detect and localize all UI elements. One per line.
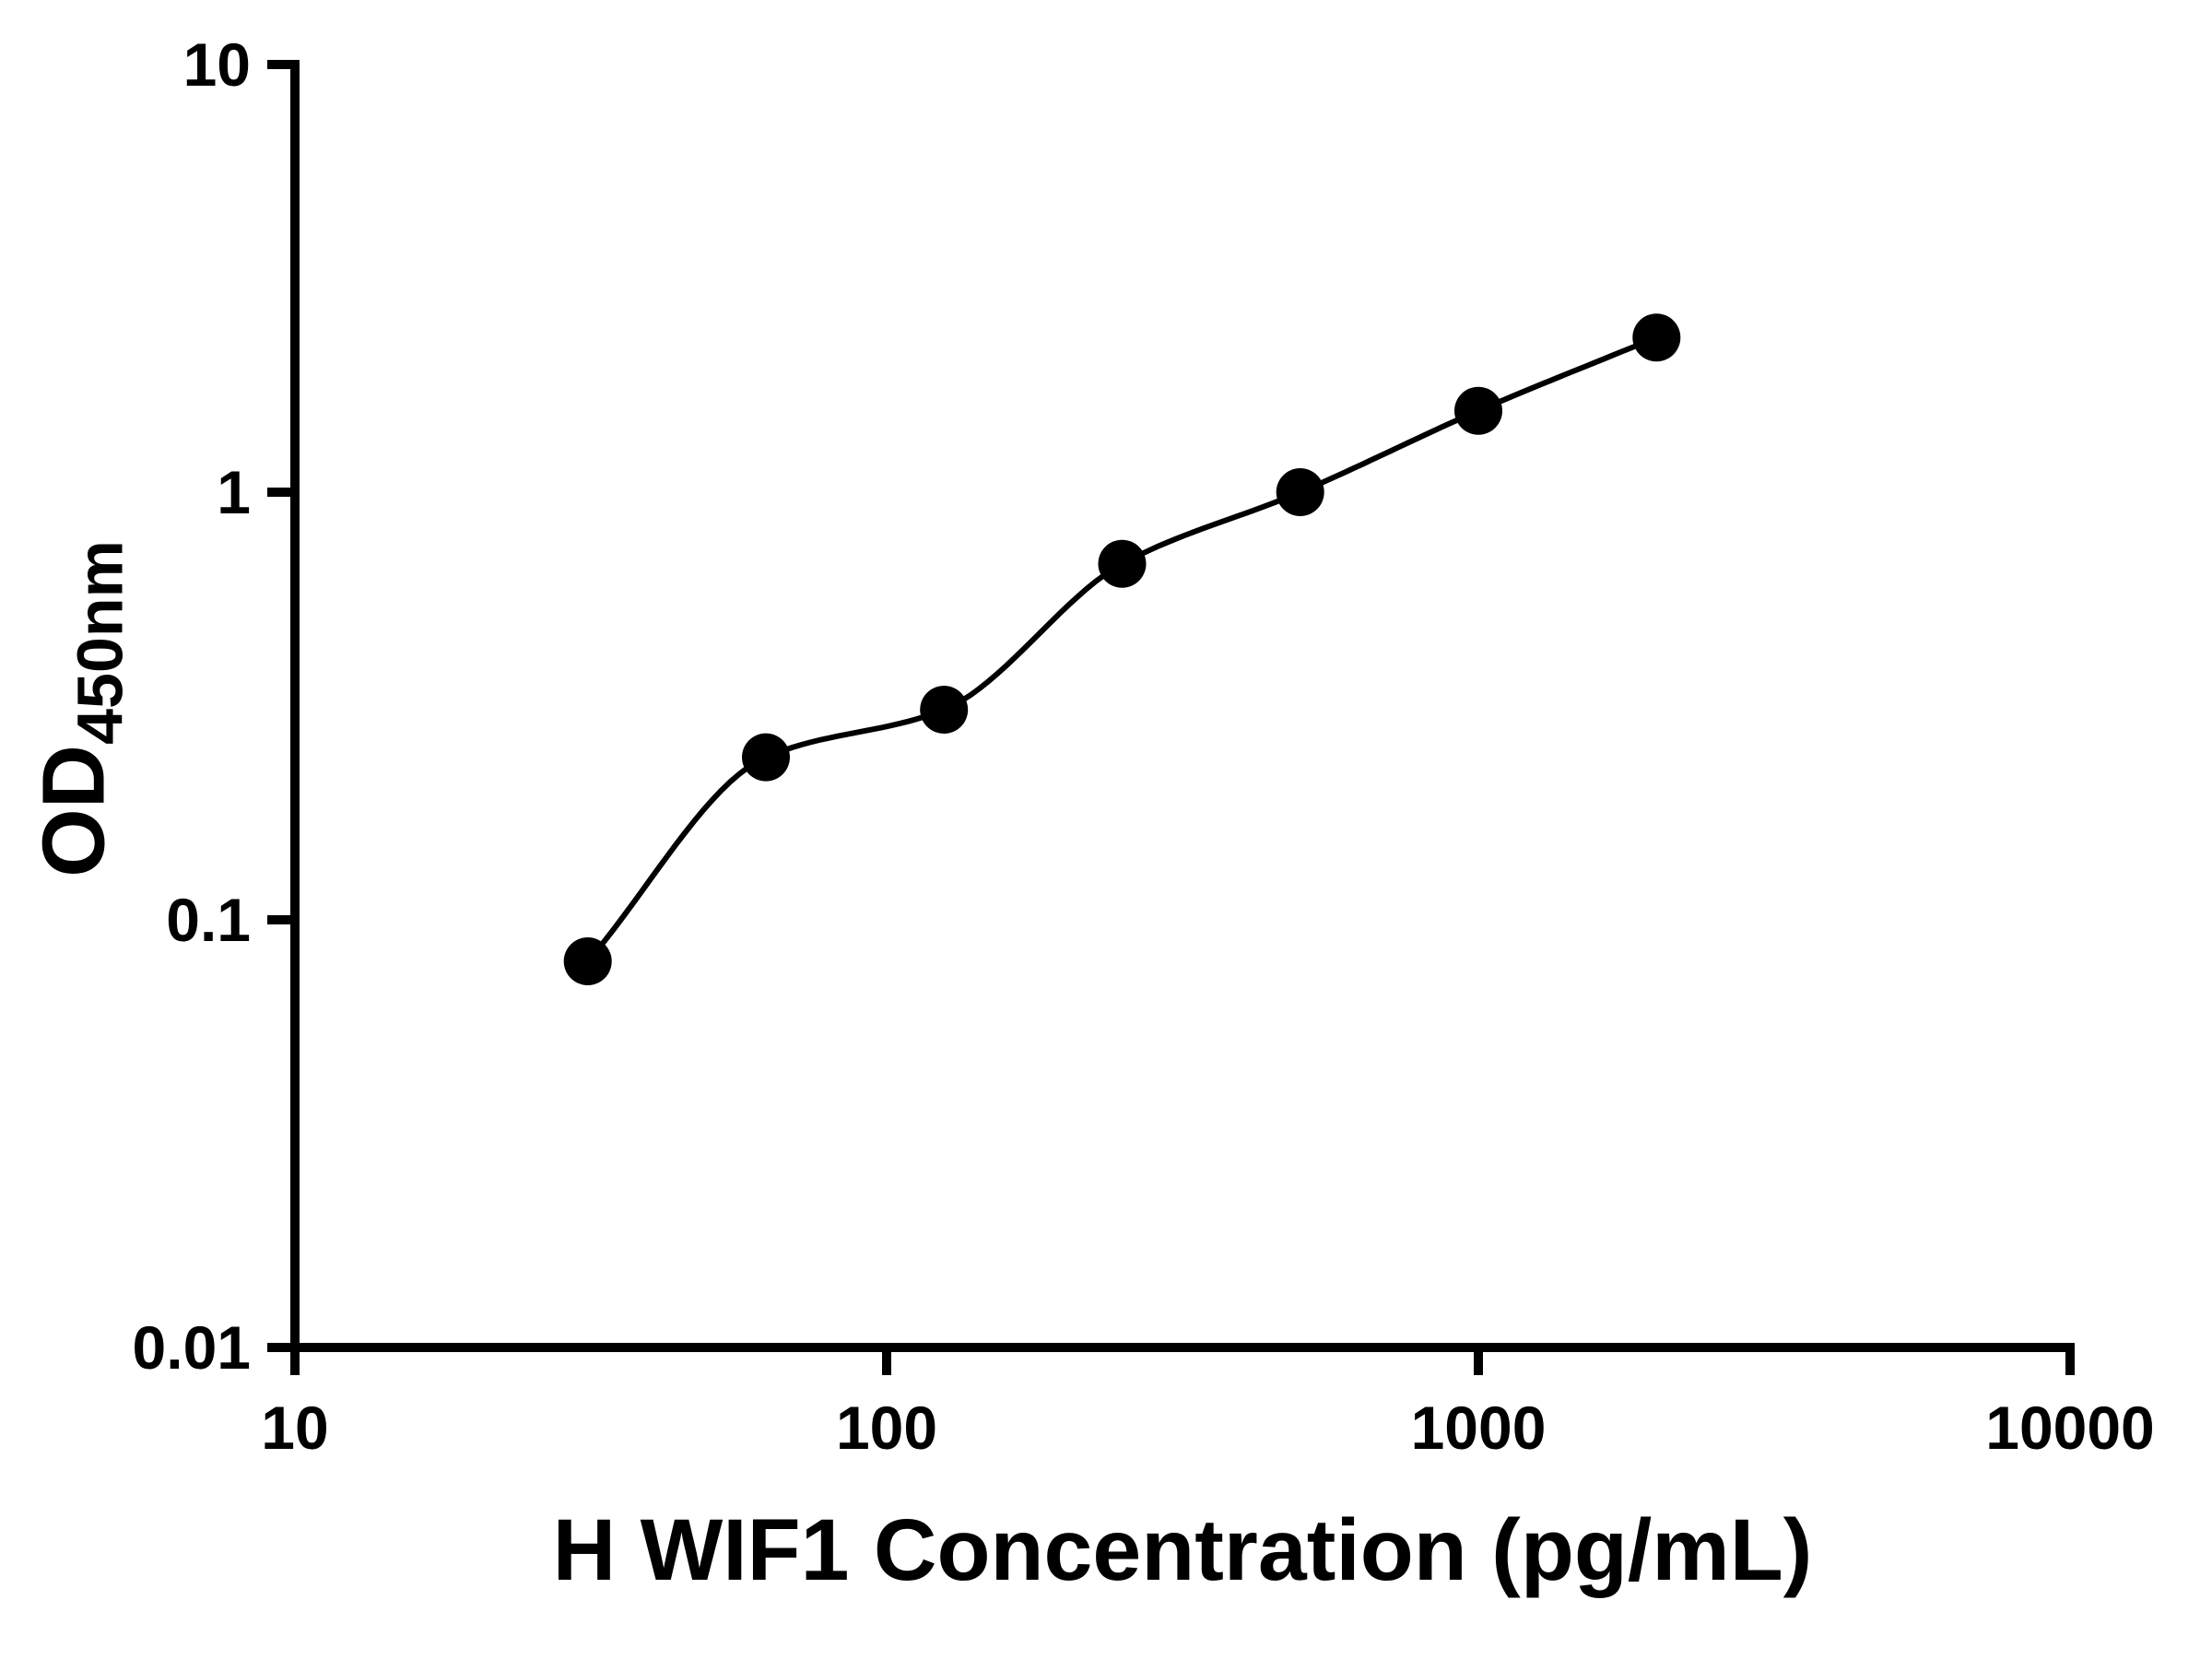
data-point xyxy=(742,733,790,782)
data-point xyxy=(1454,386,1502,435)
y-axis-title: OD450nm xyxy=(24,540,137,877)
y-tick-label: 0.1 xyxy=(166,886,251,954)
data-point xyxy=(920,686,969,734)
y-tick-label: 0.01 xyxy=(133,1313,251,1382)
data-point xyxy=(1098,539,1147,588)
data-point xyxy=(563,937,612,985)
x-tick-label: 100 xyxy=(836,1394,937,1462)
x-axis-title: H WIF1 Concentration (pg/mL) xyxy=(552,1501,1813,1599)
y-axis-title-subscript: 450nm xyxy=(64,540,136,745)
y-tick-label: 1 xyxy=(217,458,251,526)
fit-curve xyxy=(585,335,1658,963)
x-tick-label: 1000 xyxy=(1411,1394,1547,1462)
data-point xyxy=(1632,313,1681,362)
y-tick-label: 10 xyxy=(183,30,251,99)
x-tick-label: 10 xyxy=(261,1394,328,1462)
x-tick-label: 10000 xyxy=(1985,1394,2155,1462)
y-axis-title-main: OD xyxy=(24,744,124,877)
data-point xyxy=(1276,468,1324,516)
